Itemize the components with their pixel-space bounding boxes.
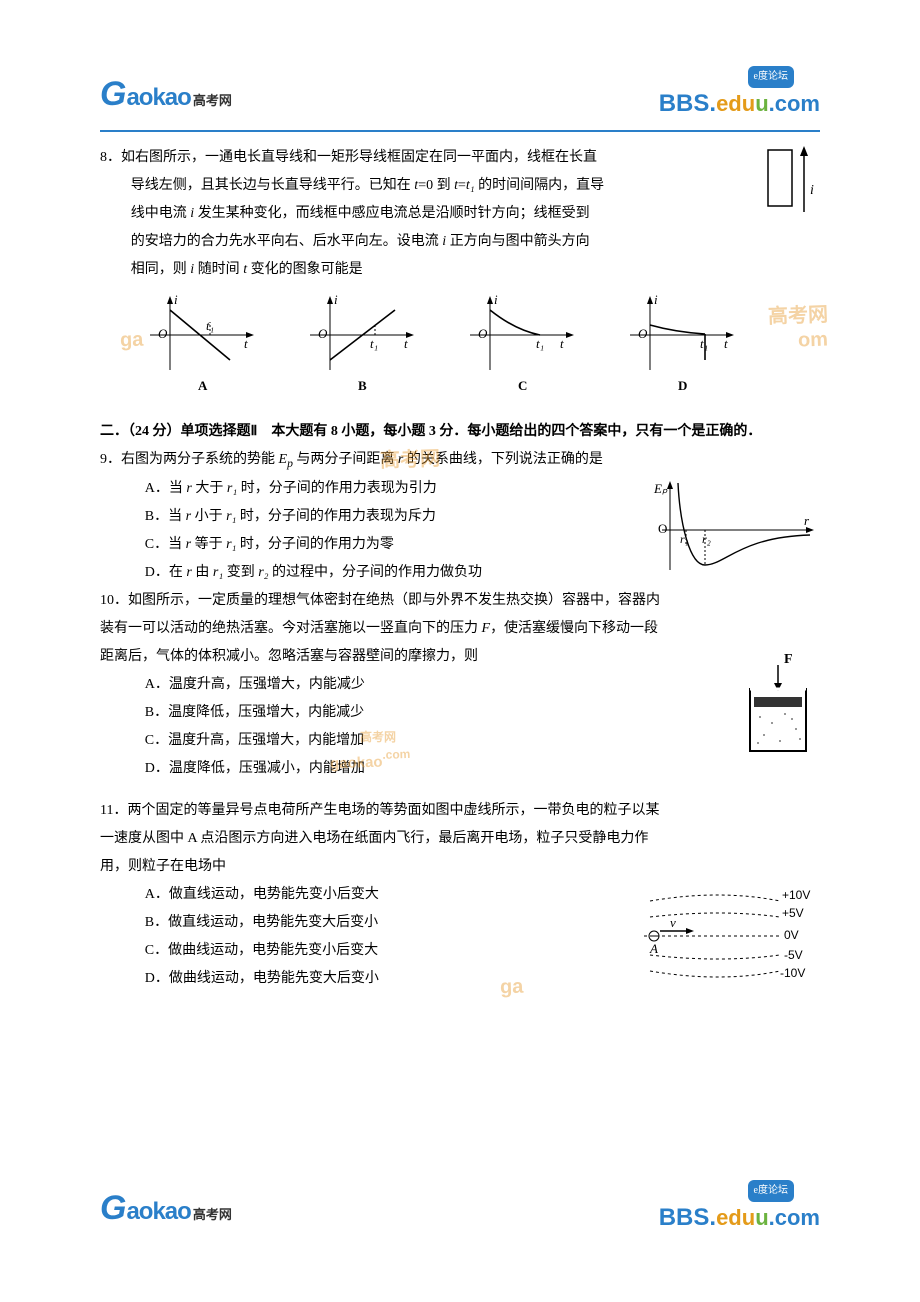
logo-text: aokao xyxy=(126,74,190,122)
svg-text:O: O xyxy=(478,326,488,341)
bbs-badge: e度论坛 xyxy=(748,66,794,88)
bbs-prefix: BBS. xyxy=(659,80,716,128)
logo-cn: 高考网 xyxy=(193,88,232,114)
q9-stem: 9．右图为两分子系统的势能 Ep 与两分子间距离 r 的关系曲线，下列说法正确的… xyxy=(100,446,820,475)
svg-text:i: i xyxy=(494,292,498,307)
svg-text:O: O xyxy=(318,326,328,341)
q8-options-row: ga 高考网 om O i t₁ t A O xyxy=(140,290,820,400)
svg-text:Eₚ: Eₚ xyxy=(653,481,668,496)
question-9: 高考网 9．右图为两分子系统的势能 Ep 与两分子间距离 r 的关系曲线，下列说… xyxy=(100,446,820,587)
watermark: om xyxy=(797,319,828,360)
q8-graphs: O i t₁ t A O i t₁ t B xyxy=(140,290,760,400)
svg-text:i: i xyxy=(334,292,338,307)
q10-optB: B．温度降低，压强增大，内能减少 xyxy=(100,699,820,727)
question-8: i 8．如右图所示，一通电长直导线和一矩形导线框固定在同一平面内，线框在长直 导… xyxy=(100,144,820,400)
svg-text:O: O xyxy=(158,326,168,341)
svg-text:v: v xyxy=(670,915,676,930)
q11-line1: 11．两个固定的等量异号点电荷所产生电场的等势面如图中虚线所示，一带负电的粒子以… xyxy=(100,797,820,825)
q10-line2: 装有一可以活动的绝热活塞。今对活塞施以一竖直向下的压力 F，使活塞缓慢向下移动一… xyxy=(100,615,820,643)
bbs-edu: edu xyxy=(716,82,755,126)
svg-text:-5V: -5V xyxy=(784,948,803,962)
q10-line1: 10．如图所示，一定质量的理想气体密封在绝热（即与外界不发生热交换）容器中，容器… xyxy=(100,587,820,615)
q10-optC: C．温度升高，压强增大，内能增加 xyxy=(100,727,820,755)
svg-text:i: i xyxy=(174,292,178,307)
svg-text:O: O xyxy=(638,326,648,341)
svg-text:t₁: t₁ xyxy=(370,336,378,351)
page-footer: G aokao 高考网 e度论坛 BBS. edu u .com xyxy=(100,1174,820,1242)
q11-figure: v A +10V +5V 0V -5V -10V xyxy=(630,881,820,1001)
current-i-label: i xyxy=(810,183,814,198)
logo-gaokao: G aokao 高考网 xyxy=(100,60,232,128)
q8-right-figure: i xyxy=(764,144,820,234)
q11-line2: 一速度从图中 A 点沿图示方向进入电场在纸面内飞行，最后离开电场，粒子只受静电力… xyxy=(100,825,820,853)
svg-text:t: t xyxy=(560,336,564,351)
svg-text:t: t xyxy=(724,336,728,351)
svg-text:r₂: r₂ xyxy=(702,532,711,546)
q8-line1: 8．如右图所示，一通电长直导线和一矩形导线框固定在同一平面内，线框在长直 xyxy=(100,144,820,172)
q8-line3: 线中电流 i 发生某种变化，而线框中感应电流总是沿顺时针方向；线框受到 xyxy=(100,200,820,228)
svg-text:t₁: t₁ xyxy=(206,318,214,333)
question-11: 11．两个固定的等量异号点电荷所产生电场的等势面如图中虚线所示，一带负电的粒子以… xyxy=(100,797,820,993)
svg-text:t: t xyxy=(244,336,248,351)
svg-text:+5V: +5V xyxy=(782,906,804,920)
watermark: 高考网 xyxy=(767,295,828,337)
q11-line3: 用，则粒子在电场中 xyxy=(100,853,820,881)
svg-text:t₁: t₁ xyxy=(700,336,708,351)
svg-text:-10V: -10V xyxy=(780,966,805,980)
q8-line5: 相同，则 i 随时间 t 变化的图象可能是 xyxy=(100,256,820,284)
q8-line4: 的安培力的合力先水平向右、后水平向左。设电流 i 正方向与图中箭头方向 xyxy=(100,228,820,256)
logo-g: G xyxy=(100,60,126,128)
bbs-com: .com xyxy=(769,82,820,126)
svg-text:i: i xyxy=(654,292,658,307)
svg-text:0V: 0V xyxy=(784,928,799,942)
footer-logo-gaokao: G aokao 高考网 xyxy=(100,1174,232,1242)
section-2-heading: 二．（24 分）单项选择题Ⅱ 本大题有 8 小题，每小题 3 分．每小题给出的四… xyxy=(100,418,820,446)
svg-text:t: t xyxy=(404,336,408,351)
bbs-u: u xyxy=(755,82,768,126)
question-10: 10．如图所示，一定质量的理想气体密封在绝热（即与外界不发生热交换）容器中，容器… xyxy=(100,587,820,783)
svg-text:O: O xyxy=(658,521,667,536)
q8-line2: 导线左侧，且其长边与长直导线平行。已知在 t=0 到 t=t₁ 的时间间隔内，直… xyxy=(100,172,820,200)
svg-text:C: C xyxy=(518,378,527,393)
q10-optA: A．温度升高，压强增大，内能减少 xyxy=(100,671,820,699)
q10-figure: F xyxy=(730,651,820,761)
logo-bbs: e度论坛 BBS. edu u .com xyxy=(659,80,820,128)
q10-line3: 距离后，气体的体积减小。忽略活塞与容器壁间的摩擦力，则 xyxy=(100,643,820,671)
footer-logo-bbs: e度论坛 BBS. edu u .com xyxy=(659,1194,820,1242)
svg-text:A: A xyxy=(198,378,208,393)
q9-figure: Eₚ O r₁ r₂ r xyxy=(650,475,820,585)
svg-text:+10V: +10V xyxy=(782,888,810,902)
svg-text:r₁: r₁ xyxy=(680,532,689,546)
rect-wire-figure: i xyxy=(764,144,820,234)
svg-text:r: r xyxy=(804,513,810,528)
svg-text:t₁: t₁ xyxy=(536,336,544,351)
svg-text:F: F xyxy=(784,652,793,667)
svg-text:D: D xyxy=(678,378,687,393)
page-header: G aokao 高考网 e度论坛 BBS. edu u .com xyxy=(100,60,820,132)
q10-optD: D．温度降低，压强减小，内能增加 gaokao.com 高考网 xyxy=(100,755,820,783)
svg-text:A: A xyxy=(649,941,658,956)
svg-text:B: B xyxy=(358,378,367,393)
